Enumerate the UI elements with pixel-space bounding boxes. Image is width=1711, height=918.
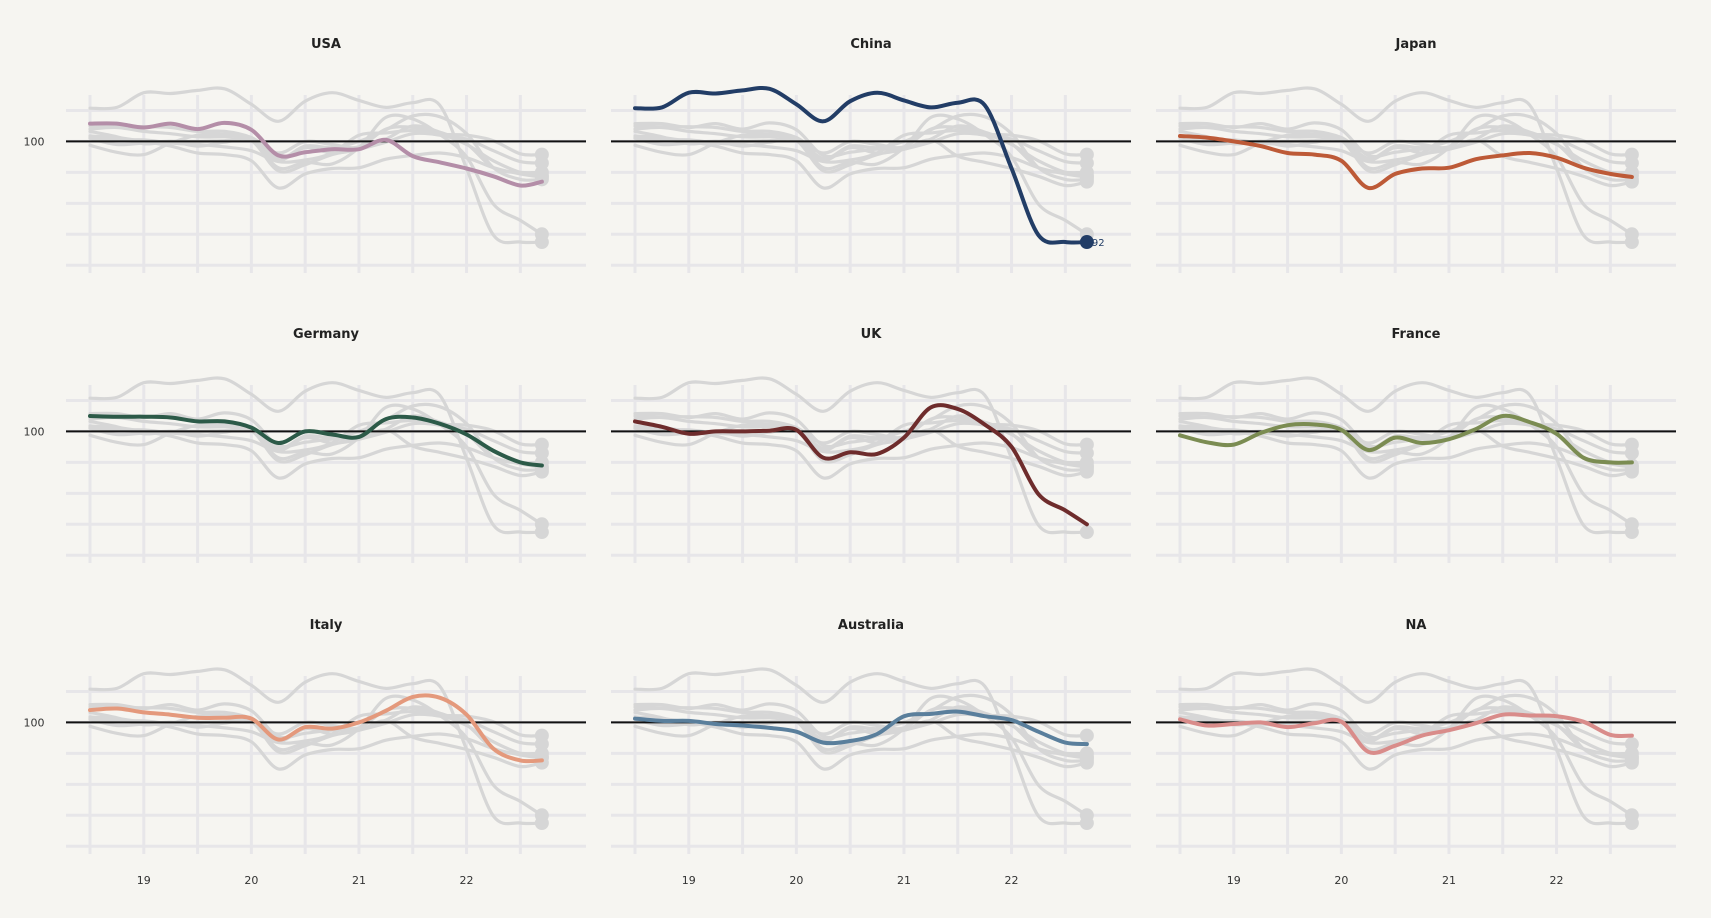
context-line-china	[633, 667, 1089, 826]
context-end-point	[1079, 437, 1094, 452]
context-line-china	[633, 376, 1089, 535]
panel-france: France	[1156, 327, 1676, 563]
series-line-china	[633, 85, 1089, 245]
panel-title: China	[850, 37, 891, 52]
series-line-uk	[633, 403, 1089, 527]
context-end-point	[1079, 462, 1094, 477]
panel-germany: Germany 100	[24, 327, 586, 563]
panel-australia: Australia 19 20 21 22	[611, 618, 1131, 887]
context-line-china	[88, 667, 544, 826]
series-end-point	[1079, 235, 1094, 250]
context-end-point	[1079, 753, 1094, 768]
panel-china: China 92	[611, 37, 1131, 273]
panel-italy: Italy 100 19 20 21 22	[24, 618, 586, 887]
context-end-point	[1079, 728, 1094, 743]
context-end-point	[1624, 517, 1639, 532]
x-tick-label: 22	[1005, 874, 1019, 887]
context-line-china	[1178, 667, 1634, 826]
panel-usa: USA 100	[24, 37, 586, 273]
panel-title: Germany	[293, 327, 359, 342]
x-tick-label: 22	[460, 874, 474, 887]
context-end-point	[534, 147, 549, 162]
context-end-point	[1624, 462, 1639, 477]
context-end-point	[534, 808, 549, 823]
x-tick-label: 21	[352, 874, 366, 887]
context-end-point	[1624, 147, 1639, 162]
context-end-point	[1079, 525, 1094, 540]
x-tick-label: 20	[789, 874, 803, 887]
panel-title: Italy	[310, 618, 343, 633]
series-end-label: 92	[1092, 238, 1105, 249]
context-line-china	[1178, 86, 1634, 245]
y-tick-label: 100	[24, 716, 45, 729]
series-line-france	[1178, 413, 1634, 465]
panel-title: UK	[861, 327, 883, 342]
context-end-point	[1079, 172, 1094, 187]
series-line-italy	[88, 693, 544, 764]
context-end-point	[1624, 227, 1639, 242]
context-end-point	[534, 728, 549, 743]
panel-title: France	[1391, 327, 1440, 342]
x-tick-label: 21	[1442, 874, 1456, 887]
panel-title: Australia	[838, 618, 904, 633]
panel-uk: UK	[611, 327, 1131, 563]
context-end-point	[534, 437, 549, 452]
context-end-point	[1624, 437, 1639, 452]
x-tick-label: 22	[1550, 874, 1564, 887]
series-line-australia	[633, 709, 1089, 747]
context-end-point	[1624, 808, 1639, 823]
panel-title: USA	[311, 37, 341, 52]
y-tick-label: 100	[24, 425, 45, 438]
context-line-china	[1178, 376, 1634, 535]
x-tick-label: 19	[682, 874, 696, 887]
x-tick-label: 21	[897, 874, 911, 887]
series-line-germany	[88, 414, 544, 468]
x-tick-label: 20	[1334, 874, 1348, 887]
context-end-point	[1079, 147, 1094, 162]
context-line-china	[88, 376, 544, 535]
panel-title: Japan	[1395, 37, 1437, 52]
context-end-point	[534, 517, 549, 532]
x-tick-label: 20	[244, 874, 258, 887]
context-end-point	[1624, 737, 1639, 752]
series-line-usa	[88, 120, 544, 188]
context-end-point	[534, 227, 549, 242]
panel-title: NA	[1406, 618, 1427, 633]
context-end-point	[1624, 753, 1639, 768]
context-line-china	[88, 86, 544, 245]
panel-na: NA 19 20 21 22	[1156, 618, 1676, 887]
series-line-japan	[1178, 134, 1634, 191]
x-tick-label: 19	[1227, 874, 1241, 887]
panel-japan: Japan	[1156, 37, 1676, 273]
y-tick-label: 100	[24, 135, 45, 148]
panels: USA 100 China 92 Japan Germany 100 UK France Ital…	[24, 37, 1676, 887]
context-end-point	[1079, 808, 1094, 823]
x-tick-label: 19	[137, 874, 151, 887]
series-line-na	[1178, 712, 1634, 755]
